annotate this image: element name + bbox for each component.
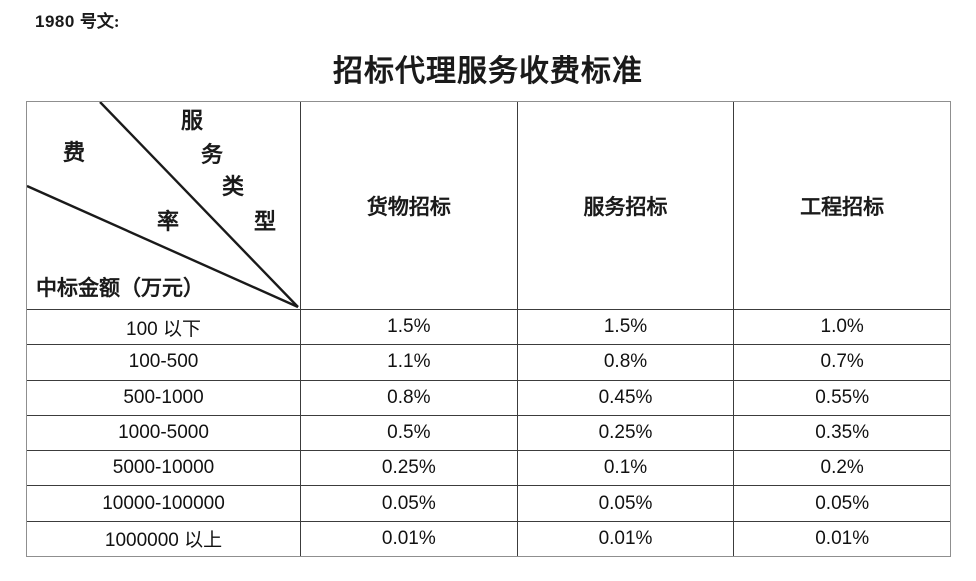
document-number: 1980 [35,12,75,31]
document-number-note: 1980 号文: [35,7,120,32]
fee-cell: 0.01% [301,521,518,556]
corner-label-fee: 费 [63,140,86,165]
fee-cell: 0.1% [518,451,735,486]
amount-range-label: 100 以下 [27,310,301,345]
fee-cell: 0.01% [815,527,870,549]
fee-cell: 1.5% [301,310,518,345]
amount-range-label: 500-1000 [27,380,301,415]
corner-label-service-char: 型 [254,209,277,234]
corner-label-service-char: 类 [222,174,245,199]
fee-cell: 0.55% [815,386,870,408]
table-row: 10000-100000 0.05% 0.05% 0.05% [27,486,950,522]
corner-label-rate: 率 [157,209,180,234]
fee-cell: 0.8% [301,380,518,415]
corner-label-service-char: 服 [181,108,204,133]
amount-range-label: 100-500 [27,345,301,380]
corner-label-service-char: 务 [201,142,224,167]
amount-range-label: 10000-100000 [27,486,301,521]
fee-cell: 0.7% [820,351,864,373]
table-row: 5000-10000 0.25% 0.1% 0.2% [27,451,950,487]
fee-cell: 0.05% [815,492,870,514]
table-header-row: 费 率 服 务 类 型 中标金额（万元） 货物招标 服务招标 工程招标 [27,102,950,310]
amount-range-label: 1000-5000 [27,415,301,451]
table-row: 100-500 1.1% 0.8% 0.7% [27,345,950,381]
fee-table: 费 率 服 务 类 型 中标金额（万元） 货物招标 服务招标 工程招标 100 … [26,101,951,557]
fee-cell: 0.8% [518,345,735,380]
table-row: 500-1000 0.8% 0.45% 0.55% [27,380,950,416]
fee-cell: 1.5% [518,310,735,345]
fee-cell: 0.35% [815,421,870,443]
diagonal-corner-cell: 费 率 服 务 类 型 中标金额（万元） [27,102,301,309]
fee-cell: 0.25% [301,451,518,486]
fee-cell: 0.01% [518,521,735,556]
fee-cell: 0.25% [518,415,735,451]
table-row: 100 以下 1.5% 1.5% 1.0% [27,310,950,346]
amount-range-label: 1000000 以上 [27,521,301,556]
diagonal-split-lines [27,102,299,309]
page-title: 招标代理服务收费标准 [333,55,643,88]
document-number-suffix: 号文: [79,12,120,31]
fee-cell: 1.1% [301,345,518,380]
fee-cell: 0.05% [518,486,735,521]
column-header-services: 服务招标 [518,102,735,309]
fee-cell: 0.5% [301,415,518,451]
table-row: 1000000 以上 0.01% 0.01% 0.01% [27,521,950,556]
column-header-goods: 货物招标 [301,102,518,309]
amount-range-label: 5000-10000 [27,451,301,486]
table-row: 1000-5000 0.5% 0.25% 0.35% [27,415,950,452]
fee-cell: 0.05% [301,486,518,521]
corner-label-amount: 中标金额（万元） [36,276,204,300]
fee-cell: 0.45% [518,380,735,415]
fee-cell: 1.0% [820,316,864,338]
fee-cell: 0.2% [820,457,864,479]
column-header-engineering: 工程招标 [800,194,885,219]
